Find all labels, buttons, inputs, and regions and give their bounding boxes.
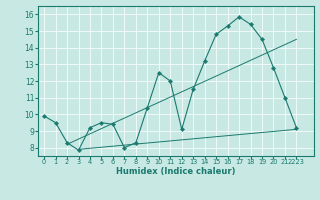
X-axis label: Humidex (Indice chaleur): Humidex (Indice chaleur): [116, 167, 236, 176]
